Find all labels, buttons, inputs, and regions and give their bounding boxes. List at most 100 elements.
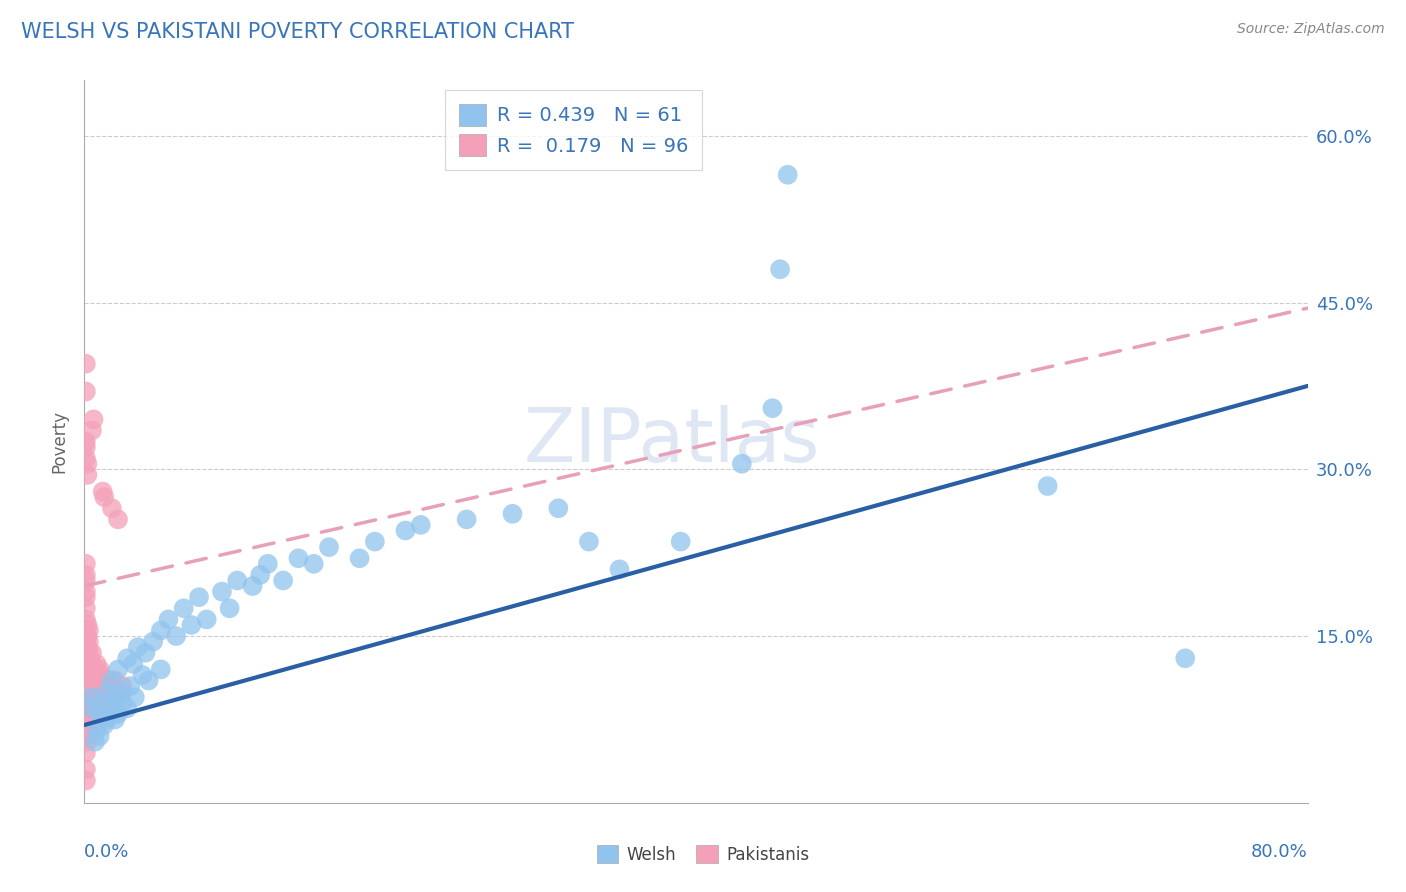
Point	[456, 512, 478, 526]
Point	[1174, 651, 1197, 665]
Point	[104, 673, 127, 688]
Point	[761, 401, 783, 416]
Point	[1036, 479, 1059, 493]
Point	[77, 718, 100, 732]
Point	[80, 696, 103, 710]
Point	[120, 679, 142, 693]
Point	[83, 412, 105, 426]
Point	[302, 557, 325, 571]
Point	[107, 706, 129, 721]
Point	[111, 696, 134, 710]
Point	[195, 612, 218, 626]
Point	[609, 562, 631, 576]
Point	[77, 624, 100, 638]
Point	[94, 696, 117, 710]
Text: ZIPatlas: ZIPatlas	[523, 405, 820, 478]
Point	[101, 701, 124, 715]
Point	[83, 662, 105, 676]
Point	[149, 662, 172, 676]
Point	[77, 706, 100, 721]
Point	[776, 168, 799, 182]
Point	[84, 668, 107, 682]
Point	[86, 657, 108, 671]
Point	[80, 424, 103, 438]
Point	[124, 690, 146, 705]
Point	[271, 574, 294, 588]
Point	[104, 690, 127, 705]
Point	[93, 673, 115, 688]
Text: Source: ZipAtlas.com: Source: ZipAtlas.com	[1237, 22, 1385, 37]
Point	[77, 634, 100, 648]
Point	[249, 568, 271, 582]
Point	[84, 734, 107, 748]
Point	[165, 629, 187, 643]
Point	[91, 696, 114, 710]
Point	[80, 657, 103, 671]
Point	[135, 646, 157, 660]
Point	[76, 734, 98, 748]
Point	[89, 729, 111, 743]
Point	[87, 668, 110, 682]
Point	[104, 690, 127, 705]
Point	[96, 684, 118, 698]
Point	[75, 634, 97, 648]
Point	[75, 568, 97, 582]
Point	[75, 763, 97, 777]
Point	[89, 662, 111, 676]
Point	[127, 640, 149, 655]
Point	[769, 262, 792, 277]
Point	[93, 701, 115, 715]
Point	[83, 701, 105, 715]
Point	[84, 679, 107, 693]
Point	[89, 713, 111, 727]
Point	[394, 524, 416, 538]
Point	[75, 624, 97, 638]
Point	[83, 673, 105, 688]
Point	[131, 668, 153, 682]
Point	[79, 690, 101, 705]
Legend: Welsh, Pakistanis: Welsh, Pakistanis	[591, 838, 815, 871]
Point	[75, 668, 97, 682]
Point	[76, 651, 98, 665]
Point	[242, 579, 264, 593]
Point	[75, 434, 97, 449]
Point	[75, 574, 97, 588]
Point	[211, 584, 233, 599]
Point	[502, 507, 524, 521]
Point	[96, 673, 118, 688]
Point	[104, 713, 127, 727]
Point	[80, 684, 103, 698]
Point	[79, 673, 101, 688]
Point	[98, 679, 121, 693]
Point	[76, 629, 98, 643]
Point	[91, 679, 114, 693]
Point	[75, 451, 97, 466]
Point	[84, 696, 107, 710]
Point	[318, 540, 340, 554]
Point	[111, 679, 134, 693]
Point	[75, 584, 97, 599]
Point	[257, 557, 280, 571]
Text: WELSH VS PAKISTANI POVERTY CORRELATION CHART: WELSH VS PAKISTANI POVERTY CORRELATION C…	[21, 22, 574, 42]
Y-axis label: Poverty: Poverty	[51, 410, 69, 473]
Point	[86, 723, 108, 738]
Point	[77, 679, 100, 693]
Point	[75, 646, 97, 660]
Point	[80, 646, 103, 660]
Point	[142, 634, 165, 648]
Point	[75, 440, 97, 454]
Point	[75, 557, 97, 571]
Point	[96, 701, 118, 715]
Point	[75, 701, 97, 715]
Point	[76, 684, 98, 698]
Point	[77, 723, 100, 738]
Point	[76, 713, 98, 727]
Point	[107, 512, 129, 526]
Point	[75, 773, 97, 788]
Point	[218, 601, 240, 615]
Point	[89, 673, 111, 688]
Point	[75, 679, 97, 693]
Point	[89, 690, 111, 705]
Point	[75, 729, 97, 743]
Point	[107, 662, 129, 676]
